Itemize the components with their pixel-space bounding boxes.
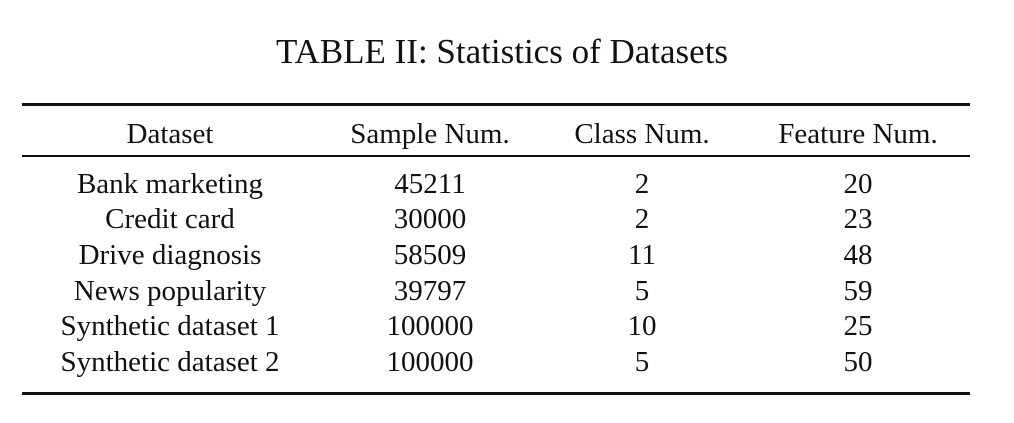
cell-class-num: 5 — [634, 346, 650, 378]
cell-class-num: 11 — [628, 239, 656, 271]
table-header-row: Dataset Sample Num. Class Num. Feature N… — [22, 116, 970, 152]
cell-sample-num: 30000 — [393, 203, 467, 235]
cell-feature-num: 25 — [843, 310, 873, 342]
cell-dataset: Bank marketing — [76, 168, 264, 200]
cell-sample-num: 45211 — [394, 168, 466, 200]
header-rule — [22, 155, 970, 157]
cell-sample-num: 39797 — [393, 275, 467, 307]
cell-dataset: Credit card — [105, 203, 235, 235]
cell-feature-num: 50 — [843, 346, 873, 378]
cell-class-num: 10 — [627, 310, 657, 342]
cell-class-num: 2 — [634, 168, 650, 200]
cell-sample-num: 58509 — [393, 239, 467, 271]
table-caption: TABLE II: Statistics of Datasets — [275, 32, 729, 71]
cell-dataset: News popularity — [73, 275, 267, 307]
cell-class-num: 2 — [634, 203, 650, 235]
cell-feature-num: 48 — [843, 239, 873, 271]
cell-feature-num: 59 — [843, 275, 873, 307]
cell-dataset: Drive diagnosis — [78, 239, 262, 271]
cell-dataset: Synthetic dataset 1 — [60, 310, 280, 342]
cell-feature-num: 23 — [843, 203, 873, 235]
table-row: Bank marketing 45211 2 20 — [22, 166, 970, 202]
cell-sample-num: 100000 — [386, 346, 474, 378]
cell-class-num: 5 — [634, 275, 650, 307]
bottom-rule — [22, 392, 970, 395]
header-class-num: Class Num. — [574, 118, 710, 150]
cell-dataset: Synthetic dataset 2 — [60, 346, 280, 378]
header-feature-num: Feature Num. — [778, 118, 938, 150]
cell-feature-num: 20 — [843, 168, 873, 200]
table-row: Synthetic dataset 2 100000 5 50 — [22, 344, 970, 380]
table-row: News popularity 39797 5 59 — [22, 273, 970, 309]
table-row: Credit card 30000 2 23 — [22, 201, 970, 237]
table-row: Synthetic dataset 1 100000 10 25 — [22, 308, 970, 344]
table-row: Drive diagnosis 58509 11 48 — [22, 237, 970, 273]
cell-sample-num: 100000 — [386, 310, 474, 342]
top-rule — [22, 103, 970, 106]
header-dataset: Dataset — [126, 118, 214, 150]
header-sample-num: Sample Num. — [350, 118, 510, 150]
